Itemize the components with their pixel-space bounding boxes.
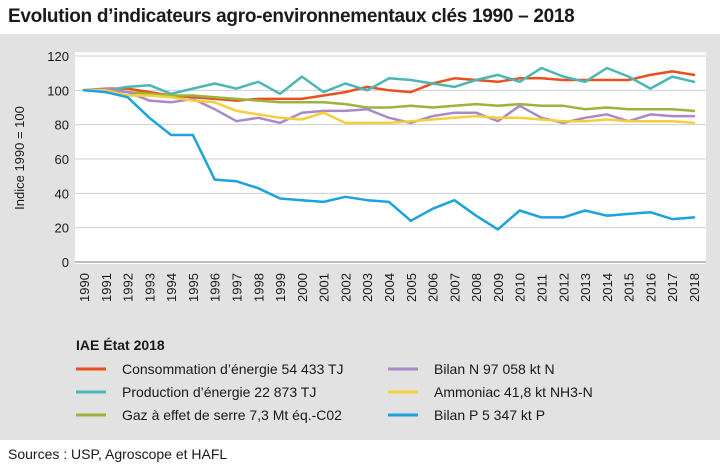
series-line <box>82 89 696 231</box>
x-tick-label: 2012 <box>556 273 571 302</box>
chart-title: Evolution d’indicateurs agro-environneme… <box>8 6 575 27</box>
x-tick-label: 2007 <box>447 273 462 302</box>
x-tick-label: 2017 <box>665 273 680 302</box>
x-tick-label: 2013 <box>578 273 593 302</box>
x-tick-label: 2009 <box>491 273 506 302</box>
x-tick-label: 2003 <box>360 273 375 302</box>
x-tick-label: 2005 <box>404 273 419 302</box>
x-tick-label: 2008 <box>469 273 484 302</box>
x-tick-label: 2016 <box>643 273 658 302</box>
x-tick-label: 2014 <box>600 273 615 302</box>
x-tick-label: 1995 <box>186 273 201 302</box>
x-tick-label: 2015 <box>622 273 637 302</box>
x-tick-label: 1998 <box>251 273 266 302</box>
legend-title: IAE État 2018 <box>76 337 165 353</box>
legend-entry: Gaz à effet de serre 7,3 Mt éq.-C02 <box>122 407 342 423</box>
x-tick-label: 2011 <box>535 274 550 302</box>
y-axis-label: Indice 1990 = 100 <box>12 106 27 210</box>
x-tick-label: 2000 <box>295 273 310 302</box>
x-tick-label: 1993 <box>142 273 157 302</box>
y-tick-label: 20 <box>55 221 69 236</box>
legend-entry: Bilan N 97 058 kt N <box>434 361 555 377</box>
plot-area <box>75 52 706 264</box>
series-line <box>82 89 696 113</box>
y-tick-label: 60 <box>55 152 69 167</box>
x-tick-label: 2001 <box>317 273 332 302</box>
x-tick-label: 2018 <box>687 273 702 302</box>
series-line <box>82 66 696 96</box>
x-tick-label: 1991 <box>99 273 114 302</box>
y-tick-label: 0 <box>62 255 69 270</box>
x-tick-label: 2004 <box>382 273 397 302</box>
y-tick-label: 40 <box>55 186 69 201</box>
source-note: Sources : USP, Agroscope et HAFL <box>8 446 228 462</box>
legend-entry: Bilan P 5 347 kt P <box>434 407 545 423</box>
line-chart: 0 20 40 60 80 100 120 1990 1991 1992 1993 1994 1995… <box>12 49 706 423</box>
legend-entry: Consommation d’énergie 54 433 TJ <box>122 361 344 377</box>
x-tick-label: 2002 <box>338 273 353 302</box>
y-tick-label: 120 <box>47 49 69 64</box>
x-tick-label: 1992 <box>121 273 136 302</box>
x-tick-label: 1997 <box>230 273 245 302</box>
legend-entry: Ammoniac 41,8 kt NH3-N <box>434 384 593 400</box>
x-tick-label: 1990 <box>77 273 92 302</box>
series-line <box>82 89 696 125</box>
legend-entry: Production d’énergie 22 873 TJ <box>122 384 316 400</box>
y-tick-label: 100 <box>47 83 69 98</box>
chart-panel: 0 20 40 60 80 100 120 1990 1991 1992 1993 1994 1995… <box>0 34 720 440</box>
x-tick-label: 2010 <box>513 273 528 302</box>
x-tick-label: 1996 <box>208 273 223 302</box>
x-tick-label: 1994 <box>164 273 179 302</box>
y-tick-label: 80 <box>55 118 69 133</box>
x-tick-label: 2006 <box>426 273 441 302</box>
x-tick-label: 1999 <box>273 273 288 302</box>
